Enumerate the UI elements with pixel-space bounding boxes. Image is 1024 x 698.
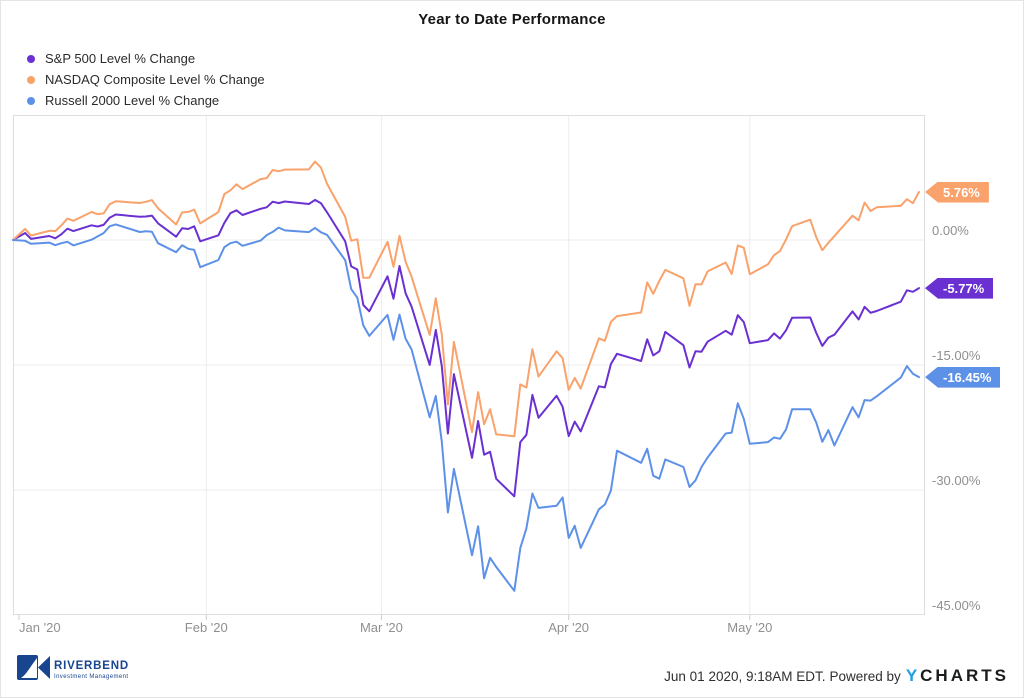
nasdaq-series-dot-icon — [27, 75, 35, 84]
end-value-badge-russell: -16.45% — [925, 366, 1001, 388]
legend-label-nasdaq: NASDAQ Composite Level % Change — [45, 72, 265, 87]
y-axis-label-3: -45.00% — [932, 598, 981, 613]
riverbend-logo-subtitle: Investment Management — [54, 674, 128, 680]
line-chart — [12, 115, 925, 620]
powered-by-label: Powered by — [829, 668, 901, 684]
chart-title: Year to Date Performance — [418, 11, 606, 28]
y-axis-label-0: 0.00% — [932, 223, 969, 238]
x-axis-label-may: May '20 — [727, 620, 773, 635]
legend: S&P 500 Level % Change NASDAQ Composite … — [27, 48, 265, 111]
riverbend-logo-triangle — [38, 656, 50, 679]
riverbend-logo-name: RIVERBEND — [54, 660, 129, 672]
x-axis-label-mar: Mar '20 — [359, 620, 403, 635]
ycharts-logo-y: Y — [905, 666, 921, 685]
plot-area — [12, 115, 925, 620]
footer-attribution: Jun 01 2020, 9:18AM EDT. Powered by YCHA… — [664, 666, 1009, 686]
x-axis-label-apr: Apr '20 — [548, 620, 590, 635]
legend-item-nasdaq: NASDAQ Composite Level % Change — [27, 69, 265, 90]
legend-label-sp500: S&P 500 Level % Change — [45, 51, 196, 66]
riverbend-logo-swoosh — [21, 658, 37, 678]
timestamp: Jun 01 2020, 9:18AM EDT. — [664, 668, 826, 684]
ycharts-logo-charts: CHARTS — [920, 666, 1009, 685]
riverbend-logo: RIVERBEND Investment Management — [17, 652, 135, 689]
legend-item-sp500: S&P 500 Level % Change — [27, 48, 265, 69]
end-value-badge-sp500: -5.77% — [925, 277, 994, 299]
legend-label-russell: Russell 2000 Level % Change — [45, 93, 220, 108]
russell-series-dot-icon — [27, 96, 35, 105]
riverbend-logo-graphic: RIVERBEND Investment Management — [17, 655, 129, 680]
end-value-badge-nasdaq: 5.76% — [925, 181, 989, 203]
y-axis-label-2: -30.00% — [932, 473, 981, 488]
sp500-series-dot-icon — [27, 54, 35, 63]
x-axis-label-jan: Jan '20 — [19, 620, 61, 635]
y-axis-label-1: -15.00% — [932, 348, 981, 363]
x-axis-label-feb: Feb '20 — [184, 620, 228, 635]
legend-item-russell: Russell 2000 Level % Change — [27, 90, 265, 111]
ycharts-logo[interactable]: YCHARTS — [906, 666, 1009, 686]
